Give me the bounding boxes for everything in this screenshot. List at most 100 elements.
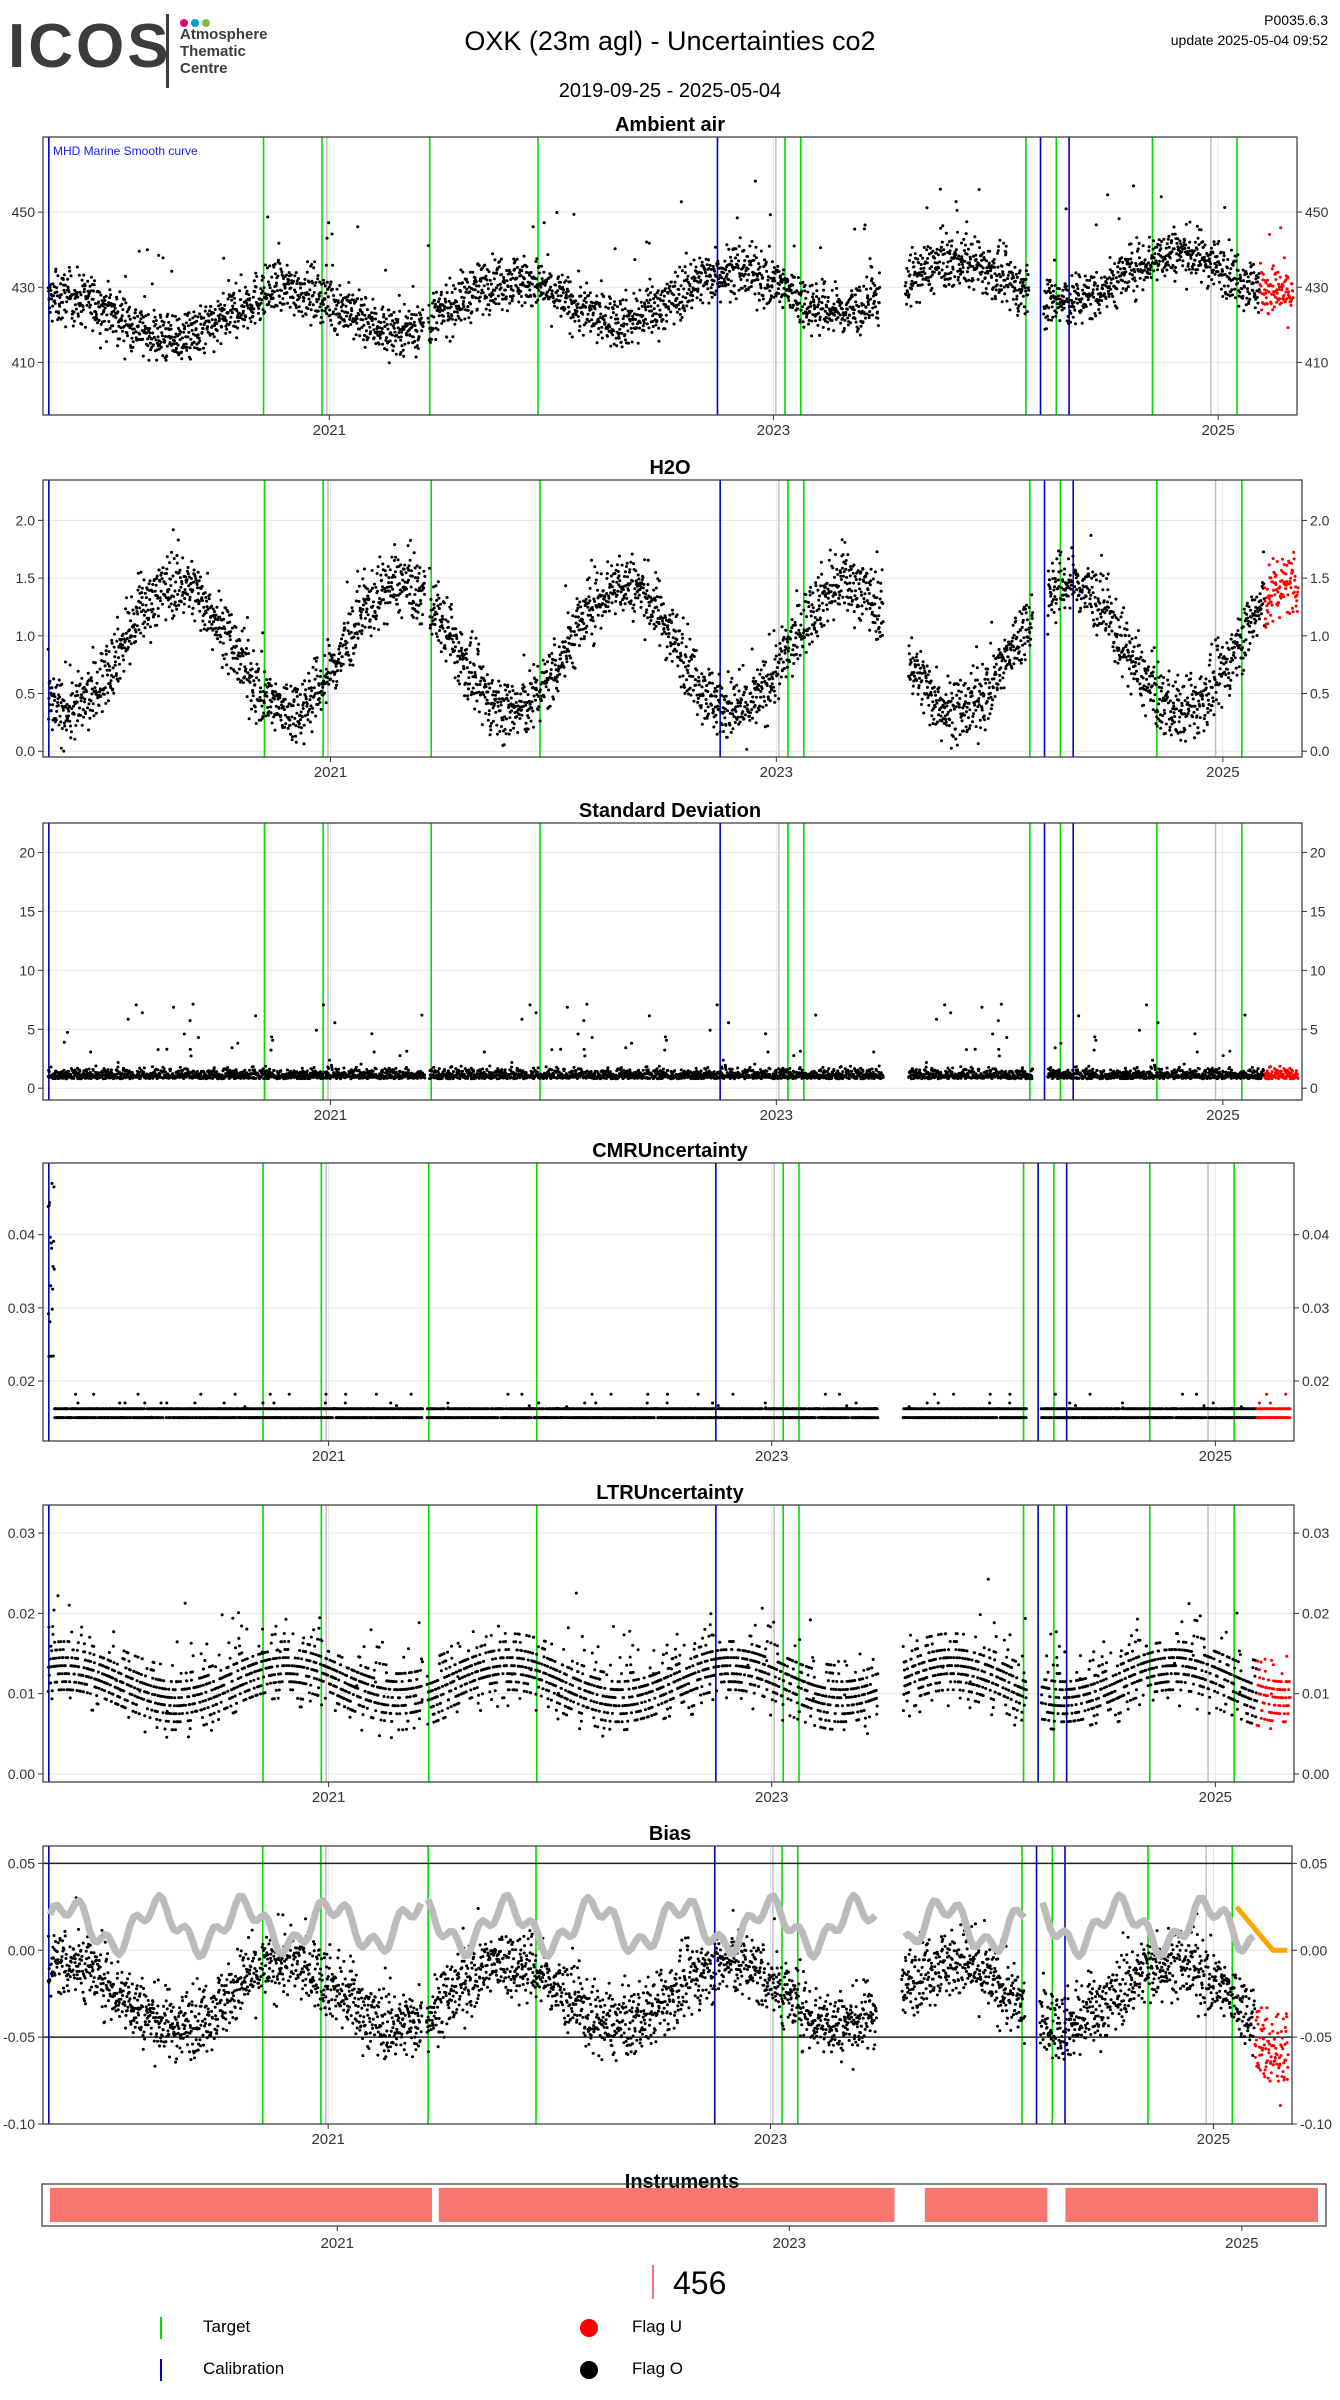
data-points-flag-u — [1263, 1064, 1300, 1081]
y-tick-label-right: 0.04 — [1302, 1227, 1329, 1243]
data-points-flag-o — [46, 179, 1262, 365]
x-tick-label: 2025 — [1206, 764, 1239, 781]
y-tick-label-left: 1.0 — [16, 628, 36, 644]
y-tick-label-left: 0.03 — [8, 1525, 35, 1541]
logo-dot-pink — [180, 19, 188, 27]
instruments-x-tick-label: 2021 — [321, 2235, 354, 2252]
y-tick-label-right: 410 — [1305, 354, 1329, 370]
x-tick-label: 2021 — [312, 1448, 345, 1465]
y-tick-label-left: 5 — [27, 1021, 35, 1037]
icos-logo: ICOS Atmosphere Thematic Centre — [8, 12, 308, 92]
logo-line-3: Centre — [180, 60, 228, 77]
y-tick-label-left: 0.00 — [8, 1942, 35, 1958]
page-title: OXK (23m agl) - Uncertainties co2 — [464, 26, 876, 56]
data-points-flag-o — [46, 1002, 1266, 1081]
x-tick-label: 2021 — [312, 1789, 345, 1806]
y-tick-label-left: 0.00 — [8, 1766, 35, 1782]
data-points-flag-o — [46, 1896, 1257, 2071]
panel-4: LTRUncertainty 0.00 0.00 0.01 0.01 0.02 0.02 0.… — [8, 1482, 1330, 1806]
y-tick-label-left: 430 — [12, 279, 36, 295]
x-tick-label: 2021 — [314, 764, 347, 781]
y-tick-label-right: 0.05 — [1300, 1855, 1327, 1871]
y-tick-label-right: 430 — [1305, 279, 1329, 295]
logo-line-1: Atmosphere — [180, 26, 268, 43]
version-label: P0035.6.3 — [1264, 12, 1328, 28]
panel-border — [42, 1504, 1295, 1783]
x-tick-label: 2023 — [757, 422, 790, 439]
x-tick-label: 2023 — [755, 1789, 788, 1806]
y-tick-label-right: 0 — [1310, 1080, 1318, 1096]
x-tick-label: 2025 — [1199, 1789, 1232, 1806]
logo-subtitle: Atmosphere Thematic Centre — [180, 26, 268, 77]
data-points-flag-u — [1253, 2006, 1290, 2107]
y-tick-label-right: 0.00 — [1302, 1766, 1329, 1782]
logo-dots — [180, 14, 213, 27]
y-tick-label-right: 20 — [1310, 844, 1326, 860]
legend-flag-u-label: Flag U — [632, 2317, 683, 2336]
legend-target-label: Target — [203, 2317, 251, 2336]
y-tick-label-left: -0.10 — [3, 2116, 35, 2132]
panel-title: CMRUncertainty — [592, 1140, 748, 1162]
data-points-flag-o — [46, 1181, 1259, 1420]
y-tick-label-right: 0.02 — [1302, 1605, 1329, 1621]
panel-border — [42, 1845, 1293, 2125]
y-tick-label-left: 0 — [27, 1080, 35, 1096]
panel-border — [42, 136, 1298, 416]
legend-calibration-label: Calibration — [203, 2359, 285, 2378]
instruments-border — [41, 2183, 1327, 2227]
x-tick-label: 2025 — [1197, 2131, 1230, 2148]
y-tick-label-left: 0.01 — [8, 1686, 35, 1702]
panel-title: H2O — [649, 457, 690, 479]
legend: Target Calibration Flag U Flag O — [0, 2265, 1340, 2400]
y-tick-label-left: 0.04 — [8, 1227, 35, 1243]
data-points-flag-u — [1258, 226, 1295, 330]
panel-border — [42, 1162, 1295, 1442]
y-tick-label-right: 0.01 — [1302, 1686, 1329, 1702]
panel-title: Bias — [649, 1823, 691, 1845]
x-tick-label: 2025 — [1201, 422, 1234, 439]
y-tick-label-left: 0.05 — [8, 1855, 35, 1871]
data-points-flag-o — [46, 528, 1266, 753]
logo-wordmark: ICOS — [8, 12, 172, 81]
bias-recent-curve — [1234, 1905, 1288, 1953]
instrument-segment — [1065, 2188, 1318, 2222]
x-tick-label: 2025 — [1199, 1448, 1232, 1465]
panel-border — [42, 479, 1303, 758]
x-tick-label: 2021 — [313, 422, 346, 439]
legend-flag-o-mark — [580, 2361, 598, 2379]
instrument-segment — [438, 2188, 895, 2222]
logo-dot-green — [202, 19, 210, 27]
y-tick-label-left: -0.05 — [3, 2029, 35, 2045]
y-tick-label-right: 5 — [1310, 1021, 1318, 1037]
y-tick-label-left: 0.0 — [16, 743, 36, 759]
instrument-segment — [924, 2188, 1048, 2222]
panel-border — [42, 822, 1303, 1101]
y-tick-label-right: 0.03 — [1302, 1525, 1329, 1541]
y-tick-label-left: 0.02 — [8, 1605, 35, 1621]
y-tick-label-left: 0.02 — [8, 1373, 35, 1389]
data-points-flag-u — [1255, 1392, 1292, 1420]
y-tick-label-left: 410 — [12, 354, 36, 370]
panel-3: CMRUncertainty 0.02 0.02 0.03 0.03 0.04 0.04 20… — [8, 1140, 1330, 1465]
x-tick-label: 2021 — [311, 2131, 344, 2148]
legend-flag-o-label: Flag O — [632, 2359, 684, 2378]
y-tick-label-right: 15 — [1310, 903, 1326, 919]
data-points-flag-u — [1255, 1654, 1292, 1731]
y-tick-label-right: 450 — [1305, 204, 1329, 220]
y-tick-label-right: 0.00 — [1300, 1942, 1327, 1958]
data-points-flag-u — [1263, 550, 1300, 629]
panel-5: Bias -0.10 -0.10 -0.05 -0.05 0.00 0.00 0.05 0.05… — [3, 1823, 1332, 2148]
x-tick-label: 2023 — [754, 2131, 787, 2148]
panel-title: Ambient air — [615, 114, 725, 136]
panel-annotation: MHD Marine Smooth curve — [53, 144, 198, 158]
x-tick-label: 2021 — [314, 1107, 347, 1124]
x-tick-label: 2023 — [760, 764, 793, 781]
update-timestamp: update 2025-05-04 09:52 — [1170, 32, 1328, 48]
instrument-segment — [50, 2188, 433, 2222]
y-tick-label-right: 0.02 — [1302, 1373, 1329, 1389]
logo-divider — [166, 14, 169, 88]
legend-target-mark — [160, 2317, 162, 2339]
y-tick-label-right: -0.10 — [1300, 2116, 1332, 2132]
